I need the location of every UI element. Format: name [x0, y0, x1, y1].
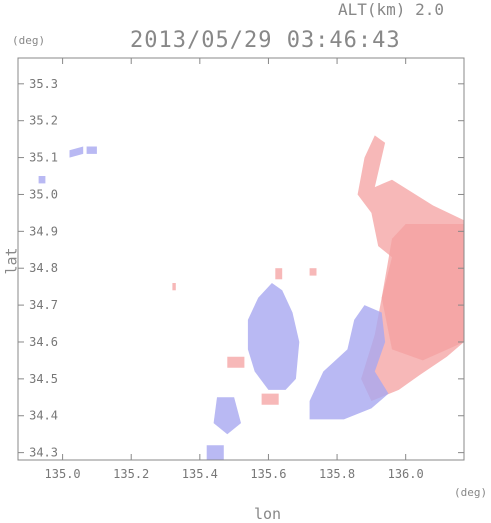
- region-positive-13: [172, 283, 176, 291]
- y-tick-label: 35.0: [29, 187, 58, 201]
- y-tick-label: 34.8: [29, 261, 58, 275]
- y-ticks: 34.3 34.4 34.5 34.6 34.7 34.8 34.9 35.0 35.1 35.2…: [18, 77, 464, 460]
- region-negative-2: [309, 305, 389, 420]
- x-tick-label: 135.2: [113, 467, 149, 481]
- x-tick-label: 135.8: [319, 467, 355, 481]
- x-ticks: 135.0 135.2 135.4 135.6 135.8 136.0: [45, 58, 424, 481]
- chart-title-timestamp: 2013/05/29 03:46:43: [130, 28, 401, 53]
- region-positive-11: [275, 268, 283, 280]
- region-positive-10: [261, 393, 279, 405]
- data-regions: [38, 135, 464, 460]
- y-tick-label: 34.7: [29, 298, 58, 312]
- y-tick-label: 35.2: [29, 114, 58, 128]
- x-tick-label: 135.0: [45, 467, 81, 481]
- x-unit-label: (deg): [454, 486, 488, 499]
- region-positive-12: [309, 268, 317, 276]
- region-negative-5: [206, 445, 224, 460]
- y-tick-label: 35.1: [29, 151, 58, 165]
- y-tick-label: 34.6: [29, 335, 58, 349]
- region-positive-9: [227, 356, 245, 368]
- region-negative-8: [38, 176, 46, 184]
- y-tick-label: 34.9: [29, 224, 58, 238]
- region-negative-3: [247, 283, 300, 390]
- plot-frame: [17, 57, 465, 461]
- y-tick-label: 34.3: [29, 446, 58, 460]
- x-tick-label: 135.4: [182, 467, 218, 481]
- region-negative-6: [69, 146, 84, 158]
- x-tick-label: 135.6: [250, 467, 286, 481]
- y-unit-label: (deg): [12, 34, 46, 47]
- region-negative-7: [86, 146, 97, 154]
- x-tick-label: 136.0: [388, 467, 424, 481]
- altitude-label: ALT(km) 2.0: [338, 0, 444, 19]
- x-axis-label: lon: [254, 505, 282, 523]
- region-positive-1: [381, 224, 464, 361]
- y-tick-label: 34.5: [29, 372, 58, 386]
- y-tick-label: 34.4: [29, 409, 58, 423]
- y-tick-label: 35.3: [29, 77, 58, 91]
- region-negative-4: [213, 397, 241, 435]
